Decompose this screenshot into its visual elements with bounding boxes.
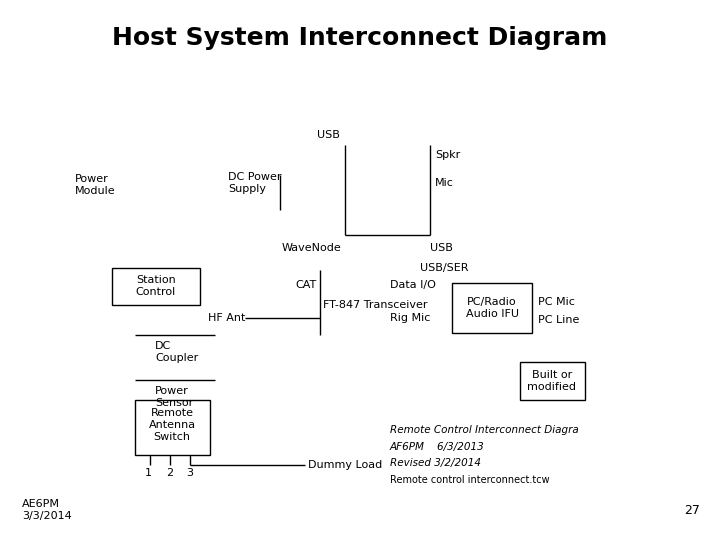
Text: Remote
Antenna
Switch: Remote Antenna Switch	[148, 408, 196, 442]
Text: Station
Control: Station Control	[136, 275, 176, 297]
Text: Remote control interconnect.tcw: Remote control interconnect.tcw	[390, 475, 549, 485]
Text: USB/SER: USB/SER	[420, 263, 469, 273]
Text: Spkr: Spkr	[435, 150, 460, 160]
Text: Rig Mic: Rig Mic	[390, 313, 431, 323]
Text: Power
Sensor: Power Sensor	[155, 386, 193, 408]
Text: USB: USB	[430, 243, 453, 253]
Text: Dummy Load: Dummy Load	[308, 460, 382, 470]
Text: 2: 2	[166, 468, 174, 478]
Text: 3: 3	[186, 468, 194, 478]
Text: DC Power
Supply: DC Power Supply	[228, 172, 282, 194]
Text: 1: 1	[145, 468, 151, 478]
Text: AE6PM
3/3/2014: AE6PM 3/3/2014	[22, 499, 72, 521]
Text: DC
Coupler: DC Coupler	[155, 341, 198, 363]
Text: WaveNode: WaveNode	[282, 243, 342, 253]
Text: Revised 3/2/2014: Revised 3/2/2014	[390, 458, 481, 468]
Text: Remote Control Interconnect Diagra: Remote Control Interconnect Diagra	[390, 425, 579, 435]
Text: PC/Radio
Audio IFU: PC/Radio Audio IFU	[466, 297, 518, 319]
Text: AF6PM    6/3/2013: AF6PM 6/3/2013	[390, 442, 485, 452]
Text: Mic: Mic	[435, 178, 454, 188]
Text: Built or
modified: Built or modified	[528, 370, 577, 392]
Text: HF Ant: HF Ant	[207, 313, 245, 323]
Bar	[135, 400, 210, 455]
Text: Power
Module: Power Module	[75, 174, 116, 196]
Text: USB: USB	[317, 130, 340, 140]
Bar	[112, 268, 200, 305]
Text: 27: 27	[684, 503, 700, 516]
Bar	[452, 283, 532, 333]
Text: PC Line: PC Line	[538, 315, 580, 325]
Text: CAT: CAT	[295, 280, 316, 290]
Text: Data I/O: Data I/O	[390, 280, 436, 290]
Text: FT-847 Transceiver: FT-847 Transceiver	[323, 300, 428, 310]
Text: PC Mic: PC Mic	[538, 297, 575, 307]
Bar	[520, 362, 585, 400]
Text: Host System Interconnect Diagram: Host System Interconnect Diagram	[112, 26, 608, 50]
